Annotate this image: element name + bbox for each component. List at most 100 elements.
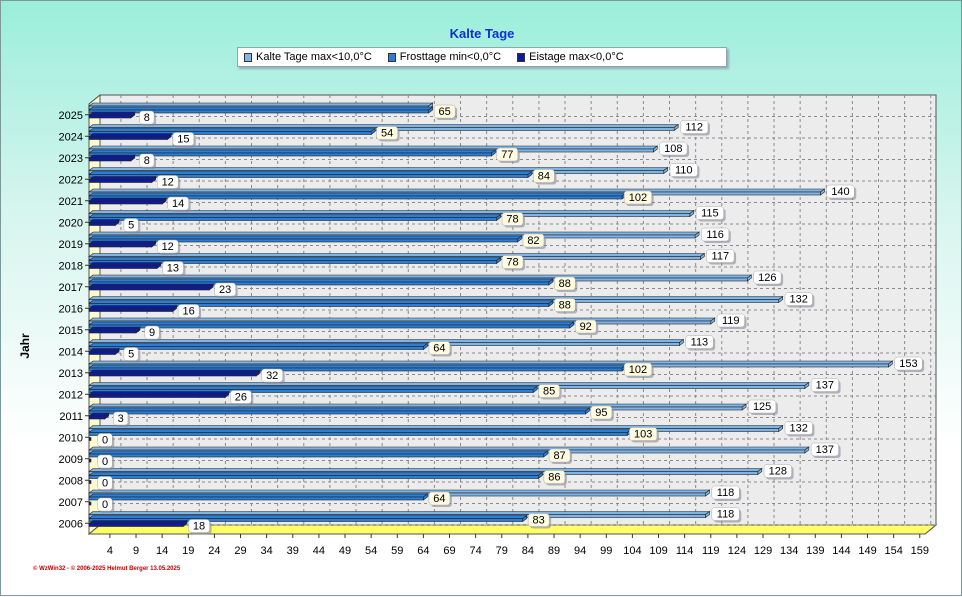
data-label-eistage: 0 <box>102 499 108 511</box>
data-label-frosttage-box <box>501 212 524 226</box>
bar-eistage <box>88 329 137 334</box>
data-label-eistage-box <box>214 282 236 297</box>
bar-frosttage <box>88 260 497 264</box>
x-tick-label: 34 <box>261 545 273 557</box>
data-label-eistage-box <box>156 175 179 189</box>
bar-frosttage-top <box>88 472 544 476</box>
bar-frosttage-top <box>88 321 575 326</box>
bar-eistage-top <box>88 283 215 288</box>
data-label-kalte-tage-box <box>695 206 724 220</box>
data-label-kalte-tage: 153 <box>899 358 917 370</box>
data-label-kalte-tage-box <box>701 227 730 242</box>
bar-frosttage-top <box>88 407 591 412</box>
data-label-frosttage: 65 <box>439 106 451 118</box>
data-label-eistage: 5 <box>128 349 134 361</box>
x-tick-label: 49 <box>339 545 351 557</box>
x-tick-label: 39 <box>287 545 299 557</box>
y-tick-label: 2023 <box>59 153 83 165</box>
data-label-frosttage: 92 <box>580 321 592 333</box>
y-tick-label: 2025 <box>59 110 83 122</box>
data-label-frosttage-box <box>428 341 451 355</box>
data-label-eistage-box <box>162 261 184 275</box>
data-label-kalte-tage: 108 <box>664 143 682 155</box>
bar-eistage <box>88 136 168 140</box>
y-tick-label: 2022 <box>59 174 83 186</box>
bar-eistage <box>88 179 153 183</box>
data-label-frosttage-box <box>574 319 597 334</box>
bar-eistage <box>88 200 163 205</box>
y-tick-label: 2007 <box>59 497 83 509</box>
data-label-frosttage-box <box>554 276 576 291</box>
data-label-frosttage-box <box>496 147 519 162</box>
data-label-frosttage-box <box>623 362 652 377</box>
data-label-frosttage-box <box>533 169 555 183</box>
bar-kalte-tage-top <box>88 382 810 386</box>
data-label-frosttage-box <box>590 405 613 420</box>
data-label-kalte-tage-box <box>753 270 782 285</box>
bar-frosttage <box>88 496 424 501</box>
x-tick-label: 94 <box>574 545 586 557</box>
data-label-eistage-box <box>113 411 129 426</box>
bar-kalte-tage-top <box>88 167 669 171</box>
x-tick-label: 159 <box>911 545 929 557</box>
bar-frosttage-top <box>88 364 627 369</box>
bar-kalte-tage-top <box>88 425 784 429</box>
bar-eistage <box>88 114 132 119</box>
data-label-eistage: 16 <box>182 306 194 318</box>
bar-eistage-top <box>88 133 173 137</box>
bar-eistage-top <box>88 111 136 116</box>
bar-eistage-top <box>88 348 121 352</box>
x-tick-label: 119 <box>702 545 720 557</box>
data-label-frosttage: 78 <box>506 214 518 226</box>
bar-eistage-top <box>88 305 178 309</box>
data-label-eistage-box <box>188 519 210 533</box>
bar-eistage <box>88 415 105 420</box>
data-label-kalte-tage: 132 <box>790 294 808 306</box>
data-label-kalte-tage: 128 <box>769 466 787 478</box>
x-tick-label: 74 <box>470 545 482 557</box>
bar-kalte-tage-top <box>88 102 434 107</box>
bar-frosttage-top <box>88 149 497 154</box>
x-tick-label: 44 <box>313 545 325 557</box>
data-label-kalte-tage-box <box>763 464 792 478</box>
data-label-frosttage: 85 <box>543 386 555 398</box>
y-tick-label: 2006 <box>59 518 83 530</box>
bar-frosttage <box>88 324 571 329</box>
bar-frosttage <box>88 518 523 522</box>
bar-kalte-tage-top <box>88 145 659 150</box>
data-label-eistage: 13 <box>167 263 179 275</box>
x-tick-label: 99 <box>600 545 612 557</box>
data-label-kalte-tage-box <box>748 399 777 414</box>
floor <box>87 524 938 535</box>
x-tick-label: 59 <box>391 545 403 557</box>
x-tick-label: 109 <box>649 545 667 557</box>
bar-eistage-top <box>88 326 141 331</box>
legend-item-frosttage: Frosttage min<0,0°C <box>387 51 501 63</box>
data-label-kalte-tage: 137 <box>816 444 834 456</box>
y-tick-label: 2009 <box>59 454 83 466</box>
data-label-eistage-box <box>261 368 283 383</box>
data-label-eistage-box <box>139 110 155 125</box>
data-label-kalte-tage: 118 <box>717 509 735 521</box>
bar-eistage <box>88 523 184 527</box>
bar-eistage <box>88 308 173 312</box>
data-label-frosttage: 102 <box>629 364 647 376</box>
x-tick-label: 144 <box>832 545 850 557</box>
data-label-eistage: 9 <box>149 327 155 339</box>
bar-kalte-tage-top <box>88 511 711 515</box>
data-label-eistage: 32 <box>266 370 278 382</box>
data-label-kalte-tage-box <box>711 485 740 500</box>
data-label-kalte-tage: 113 <box>691 337 709 349</box>
x-tick-label: 114 <box>676 545 694 557</box>
data-label-frosttage: 86 <box>548 472 560 484</box>
bar-frosttage <box>88 475 539 479</box>
data-label-kalte-tage: 112 <box>685 122 703 134</box>
data-label-kalte-tage-box <box>711 507 740 521</box>
bar-eistage-top <box>88 262 162 266</box>
data-label-kalte-tage-box <box>894 356 923 371</box>
data-label-frosttage: 54 <box>381 128 393 140</box>
x-tick-label: 154 <box>884 545 902 557</box>
data-label-frosttage-box <box>629 427 658 441</box>
bar-frosttage <box>88 389 534 393</box>
